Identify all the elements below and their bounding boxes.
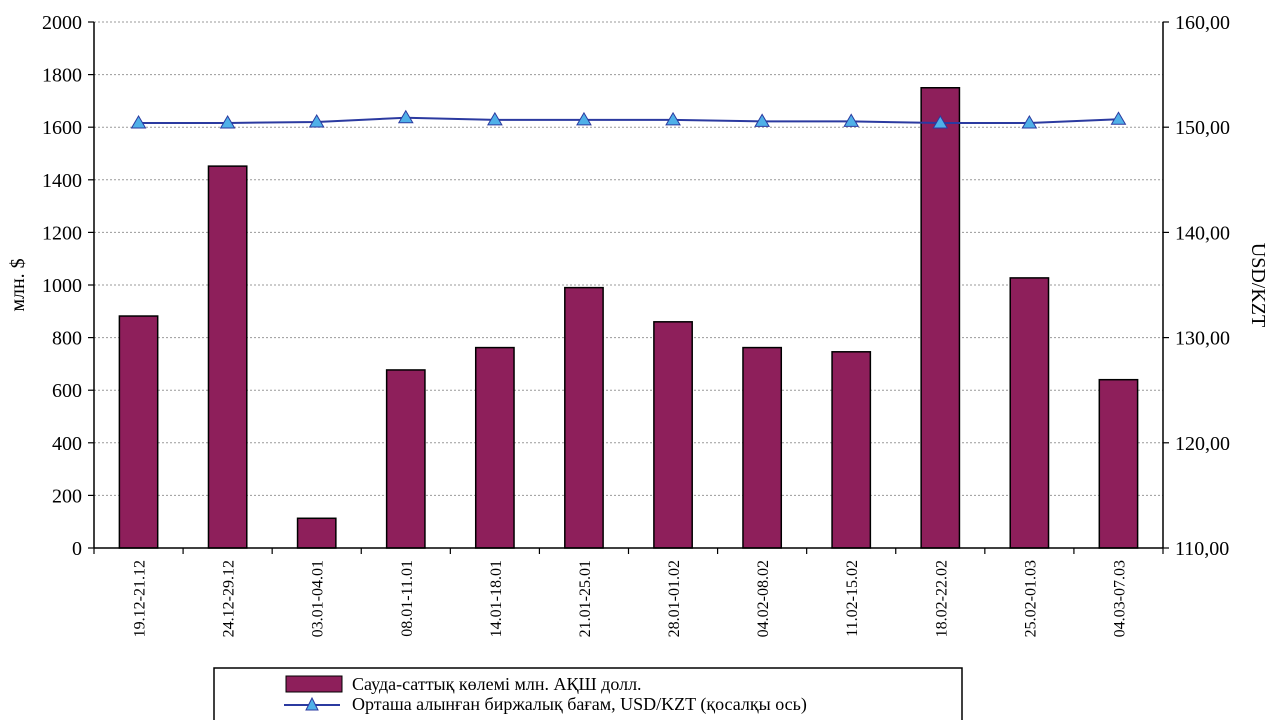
y-tick-label: 200	[52, 485, 82, 507]
y2-tick-label: 110,00	[1175, 538, 1229, 560]
y-tick-label: 2000	[42, 12, 82, 34]
line-marker	[219, 114, 236, 129]
x-tick-label: 04.02-08.02	[755, 560, 772, 637]
line-marker	[1021, 114, 1038, 129]
legend-line-marker	[305, 696, 319, 711]
series-line	[138, 116, 1119, 124]
y2-axis-label: USD/KZT	[1247, 243, 1269, 327]
y2-tick-label: 160,00	[1175, 12, 1230, 34]
line-marker	[308, 113, 325, 128]
y-tick-label: 600	[52, 380, 82, 402]
line-marker	[754, 113, 770, 127]
bar-series	[118, 87, 1139, 549]
bar	[1009, 277, 1050, 549]
bar	[920, 87, 961, 549]
y-tick-label: 0	[72, 538, 82, 560]
legend: Сауда-саттық көлемі млн. АҚШ долл. Орташ…	[213, 667, 963, 720]
bar	[564, 286, 604, 549]
bar	[1098, 378, 1139, 549]
x-tick-label: 19.12-21.12	[132, 560, 149, 637]
y-axis-label: млн. $	[7, 258, 29, 311]
legend-line-label: Орташа алынған биржалық бағам, USD/KZT (…	[352, 694, 807, 715]
y-tick-label: 800	[52, 328, 82, 350]
x-tick-label: 28.01-01.02	[666, 560, 683, 637]
bar	[474, 346, 515, 549]
bar	[296, 517, 337, 549]
x-axis-ticks: 19.12-21.12 24.12-29.12 03.01-04.01 08.01-1…	[93, 548, 1164, 637]
x-tick-label: 21.01-25.01	[577, 560, 594, 637]
y-tick-label: 1400	[42, 170, 82, 192]
y-tick-label: 1200	[42, 222, 82, 244]
y-tick-label: 1800	[42, 65, 82, 87]
bar	[653, 321, 693, 549]
x-tick-label: 25.02-01.03	[1022, 560, 1039, 637]
y2-tick-label: 150,00	[1175, 117, 1230, 139]
bar	[118, 315, 159, 549]
x-tick-label: 11.02-15.02	[844, 560, 861, 637]
gridlines	[94, 21, 1163, 496]
line-marker	[665, 111, 681, 126]
legend-bar-swatch	[285, 675, 343, 693]
y-tick-label: 1000	[42, 275, 82, 297]
y2-tick-label: 120,00	[1175, 433, 1230, 455]
y-tick-label: 1600	[42, 117, 82, 139]
bar	[831, 351, 872, 549]
x-tick-label: 24.12-29.12	[221, 560, 238, 637]
line-marker	[932, 114, 949, 129]
x-tick-label: 18.02-22.02	[933, 560, 950, 637]
y-tick-label: 400	[52, 433, 82, 455]
left-axis-ticks: 0 200 400 600 800 1000 1200 1400 1600 1800 2000	[42, 12, 94, 560]
bar	[385, 369, 426, 549]
line-marker	[843, 113, 860, 127]
line-series	[130, 109, 1127, 129]
line-marker	[397, 109, 414, 124]
line-marker	[130, 114, 147, 129]
y2-tick-label: 130,00	[1175, 328, 1230, 350]
x-tick-label: 04.03-07.03	[1111, 560, 1128, 637]
bar	[207, 165, 248, 549]
x-tick-label: 14.01-18.01	[488, 560, 505, 637]
right-axis-ticks: 110,00 120,00 130,00 140,00 150,00 160,00	[1163, 12, 1230, 560]
line-marker	[1110, 111, 1127, 125]
y2-tick-label: 140,00	[1175, 222, 1230, 244]
bar	[742, 346, 783, 549]
line-marker	[487, 111, 503, 126]
x-tick-label: 08.01-11.01	[399, 560, 416, 637]
legend-bar-label: Сауда-саттық көлемі млн. АҚШ долл.	[352, 674, 642, 694]
line-marker	[576, 111, 592, 126]
x-tick-label: 03.01-04.01	[310, 560, 327, 637]
